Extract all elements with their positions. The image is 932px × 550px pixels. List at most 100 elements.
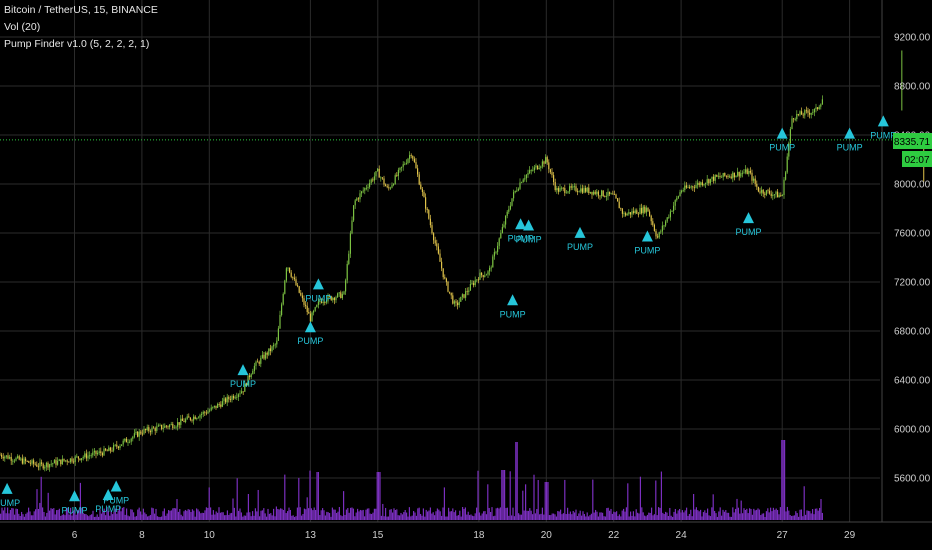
volume-bar <box>448 507 450 520</box>
volume-bar <box>333 509 335 520</box>
volume-bar <box>43 512 45 520</box>
candle-body <box>447 281 449 292</box>
candle-body <box>797 113 799 115</box>
candle-body <box>637 213 639 215</box>
volume-bar <box>740 500 742 520</box>
volume-bar <box>670 515 672 520</box>
volume-bar <box>611 513 613 520</box>
candle-body <box>228 396 230 400</box>
volume-bar <box>589 515 591 520</box>
price-tick-label: 9200.00 <box>894 33 931 44</box>
candle-body <box>351 220 353 234</box>
pump-label: PUMP <box>500 309 526 319</box>
candle-body <box>202 411 204 414</box>
volume-bar <box>635 509 637 520</box>
volume-bar <box>680 512 682 520</box>
candle-body <box>543 161 545 164</box>
candle-body <box>285 268 287 281</box>
volume-bar <box>214 514 216 520</box>
time-axis[interactable]: 68101315182022242729Jun <box>72 530 932 541</box>
volume-bar <box>679 508 681 520</box>
volume-bar <box>467 511 469 520</box>
volume-bar <box>732 507 734 520</box>
candle-body <box>818 106 820 109</box>
candle-body <box>676 197 678 201</box>
candle-body <box>300 292 302 296</box>
candle-body <box>93 450 95 453</box>
volume-bar <box>208 487 210 520</box>
candle-body <box>23 458 25 464</box>
indicator-legend[interactable]: Pump Finder v1.0 (5, 2, 2, 2, 1) <box>4 38 150 50</box>
volume-bar <box>373 508 375 520</box>
candle-body <box>249 375 251 378</box>
volume-bar <box>238 510 240 520</box>
volume-bar <box>655 480 657 520</box>
candle-body <box>577 191 579 192</box>
volume-bar <box>316 472 318 520</box>
grid-lines <box>0 0 932 523</box>
symbol-title[interactable]: Bitcoin / TetherUS, 15, BINANCE <box>4 4 158 16</box>
candle-body <box>533 167 535 171</box>
volume-bar <box>481 513 483 520</box>
volume-bar <box>513 516 515 520</box>
volume-bar <box>233 507 235 520</box>
candle-body <box>738 171 740 177</box>
time-tick-label: 29 <box>844 530 856 541</box>
volume-bar <box>71 515 73 520</box>
candle-body <box>269 348 271 352</box>
candle-body <box>621 208 623 214</box>
candle-body <box>369 182 371 188</box>
volume-bar <box>358 511 360 520</box>
candle-body <box>607 191 609 197</box>
candle-body <box>671 210 673 212</box>
volume-bar <box>785 511 787 520</box>
candle-body <box>253 365 255 371</box>
candle-body <box>506 211 508 216</box>
candle-body <box>215 405 217 408</box>
volume-bar <box>425 509 427 520</box>
candle-body <box>426 208 428 211</box>
price-tick-label: 7600.00 <box>894 229 931 240</box>
candle-body <box>258 361 260 364</box>
candle-body <box>585 187 587 192</box>
volume-bar <box>169 510 171 520</box>
volume-bar <box>302 513 304 520</box>
volume-bar <box>243 515 245 520</box>
candle-body <box>796 113 798 120</box>
candle-body <box>729 176 731 178</box>
volume-bar <box>292 515 294 520</box>
candle-body <box>540 166 542 169</box>
volume-bar <box>751 514 753 520</box>
candle-body <box>812 112 814 114</box>
pump-triangle-icon <box>304 321 316 333</box>
volume-bar <box>85 514 87 520</box>
volume-bar <box>638 513 640 520</box>
candle-body <box>109 447 111 451</box>
volume-bar <box>315 509 317 520</box>
candle-body <box>356 198 358 201</box>
volume-bar <box>597 516 599 520</box>
pump-marker: PUMP <box>0 482 20 508</box>
volume-bar <box>673 511 675 520</box>
candle-body <box>556 188 558 191</box>
candle-body <box>273 345 275 347</box>
volume-bar <box>463 508 465 520</box>
candle-body <box>532 170 534 171</box>
candle-body <box>770 193 772 196</box>
volume-bar <box>260 510 262 520</box>
candle-body <box>193 416 195 421</box>
volume-bar <box>309 470 311 520</box>
candle-body <box>50 463 52 465</box>
candle-body <box>761 189 763 193</box>
volume-bar <box>61 514 63 520</box>
volume-bar <box>583 514 585 520</box>
volume-bar <box>760 515 762 520</box>
candle-body <box>111 450 113 452</box>
candle-body <box>503 224 505 228</box>
candle-body <box>234 397 236 399</box>
candle-body <box>477 279 479 281</box>
volume-legend[interactable]: Vol (20) <box>4 21 41 33</box>
volume-bar <box>64 515 66 520</box>
volume-bar <box>469 515 471 520</box>
